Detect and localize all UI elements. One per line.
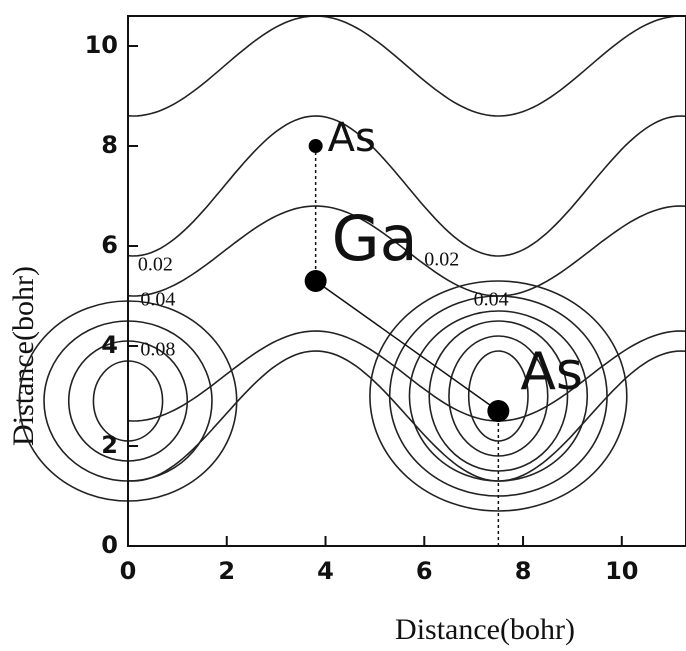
atom-label: As bbox=[328, 115, 376, 161]
contour-line bbox=[127, 205, 686, 297]
atom bbox=[308, 139, 323, 153]
y-tick-label: 4 bbox=[101, 331, 118, 359]
x-tick-label: 8 bbox=[515, 557, 532, 585]
plot-frame bbox=[127, 15, 686, 547]
atom-label: As bbox=[520, 342, 583, 402]
atom bbox=[487, 400, 510, 422]
y-tick-label: 2 bbox=[101, 431, 118, 459]
contour-label: 0.08 bbox=[140, 339, 175, 361]
x-tick-label: 2 bbox=[218, 557, 235, 585]
y-tick-label: 10 bbox=[85, 31, 118, 59]
contour-label: 0.02 bbox=[138, 254, 173, 276]
atom-label: Ga bbox=[332, 202, 418, 275]
x-tick-label: 10 bbox=[605, 557, 638, 585]
contour-loop bbox=[408, 310, 589, 482]
y-tick-label: 8 bbox=[101, 131, 118, 159]
x-tick-label: 6 bbox=[416, 557, 433, 585]
contour-label: 0.04 bbox=[474, 289, 509, 311]
contour-line bbox=[127, 350, 686, 482]
y-tick-label: 0 bbox=[101, 531, 118, 559]
atom bbox=[304, 270, 327, 292]
contour-line bbox=[127, 115, 686, 257]
x-axis-label: Distance(bohr) bbox=[395, 613, 575, 646]
contour-line bbox=[127, 15, 686, 117]
contour-label: 0.04 bbox=[140, 289, 175, 311]
y-tick-label: 6 bbox=[101, 231, 118, 259]
contour-loop bbox=[369, 280, 628, 512]
y-axis-label: Distance(bohr) bbox=[7, 266, 40, 446]
contour-line bbox=[127, 330, 686, 422]
bond bbox=[315, 280, 499, 412]
x-tick-label: 0 bbox=[120, 557, 137, 585]
contour-label: 0.02 bbox=[424, 249, 459, 271]
x-tick-label: 4 bbox=[317, 557, 334, 585]
